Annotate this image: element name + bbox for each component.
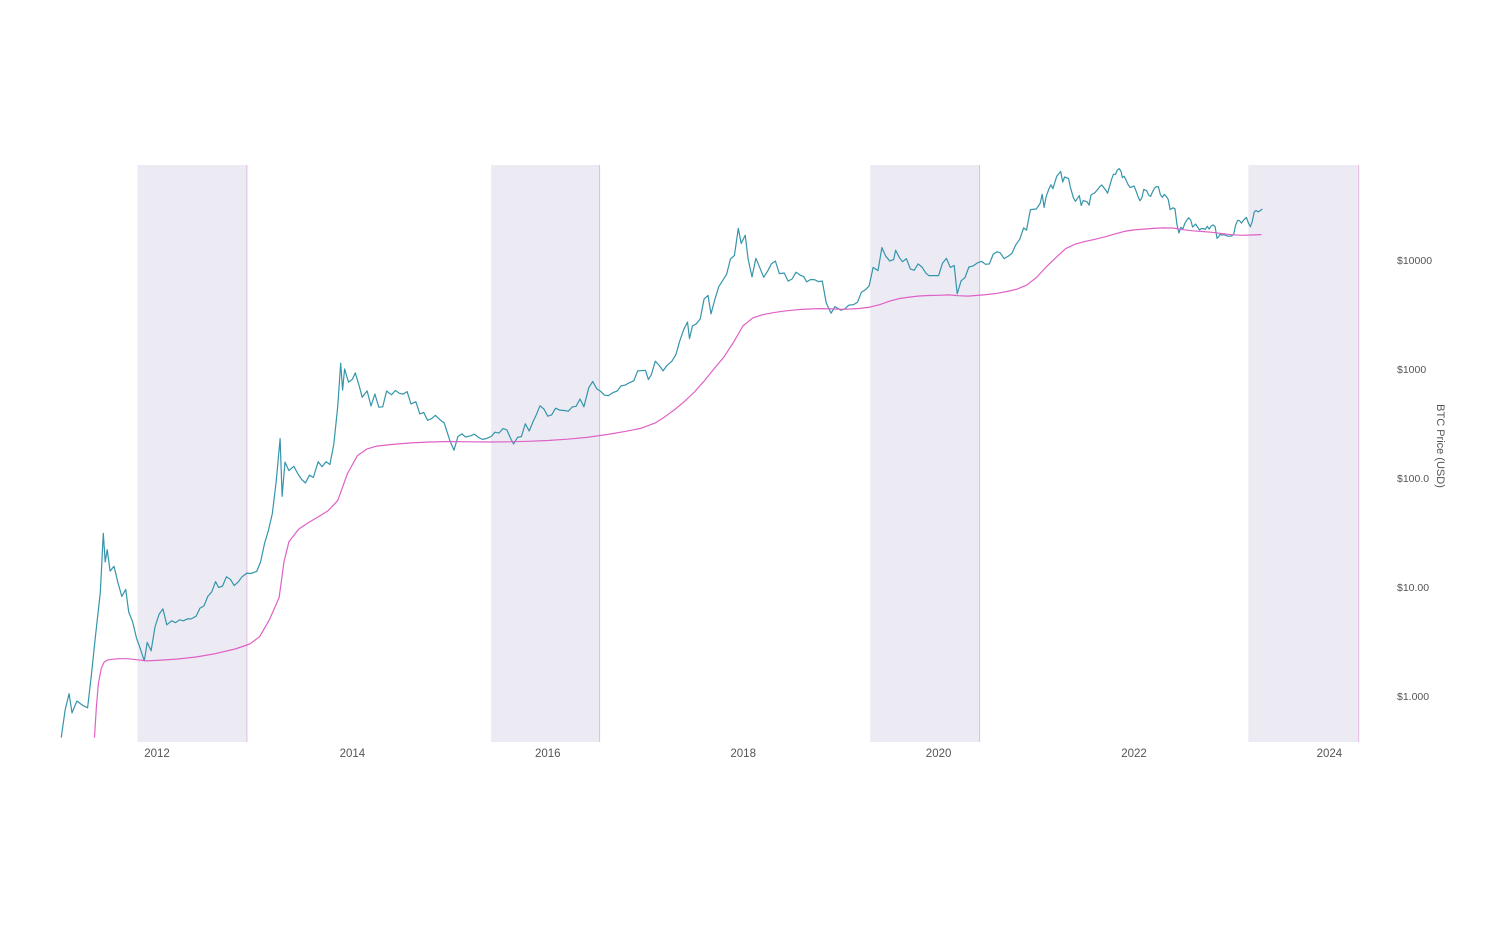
y-axis-tick-labels: $10000 $1000 $100.0 $10.00 $1.000 bbox=[1397, 255, 1432, 703]
shaded-band bbox=[870, 165, 980, 742]
series-lines bbox=[60, 168, 1263, 738]
pre-halving-shaded-bands bbox=[137, 165, 1360, 742]
x-tick-label: 2020 bbox=[926, 748, 952, 760]
x-tick-label: 2016 bbox=[535, 748, 561, 760]
x-axis-tick-labels: 2012 2014 2016 2018 2020 2022 2024 bbox=[144, 748, 1343, 760]
x-tick-label: 2022 bbox=[1121, 748, 1147, 760]
x-tick-label: 2014 bbox=[340, 748, 366, 760]
y-tick-label: $10.00 bbox=[1397, 582, 1429, 594]
y-tick-label: $10000 bbox=[1397, 255, 1432, 267]
y-tick-label: $100.0 bbox=[1397, 473, 1429, 485]
x-tick-label: 2024 bbox=[1317, 748, 1343, 760]
y-tick-label: $1.000 bbox=[1397, 691, 1429, 703]
x-tick-label: 2018 bbox=[730, 748, 756, 760]
smoothed-trend-line bbox=[93, 227, 1262, 738]
x-tick-label: 2012 bbox=[144, 748, 170, 760]
shaded-band bbox=[491, 165, 600, 742]
btc-price-line bbox=[60, 168, 1263, 738]
shaded-band bbox=[1248, 165, 1359, 742]
y-axis-title: BTC Price (USD) bbox=[1434, 404, 1446, 488]
y-tick-label: $1000 bbox=[1397, 364, 1426, 376]
shaded-band bbox=[137, 165, 247, 742]
